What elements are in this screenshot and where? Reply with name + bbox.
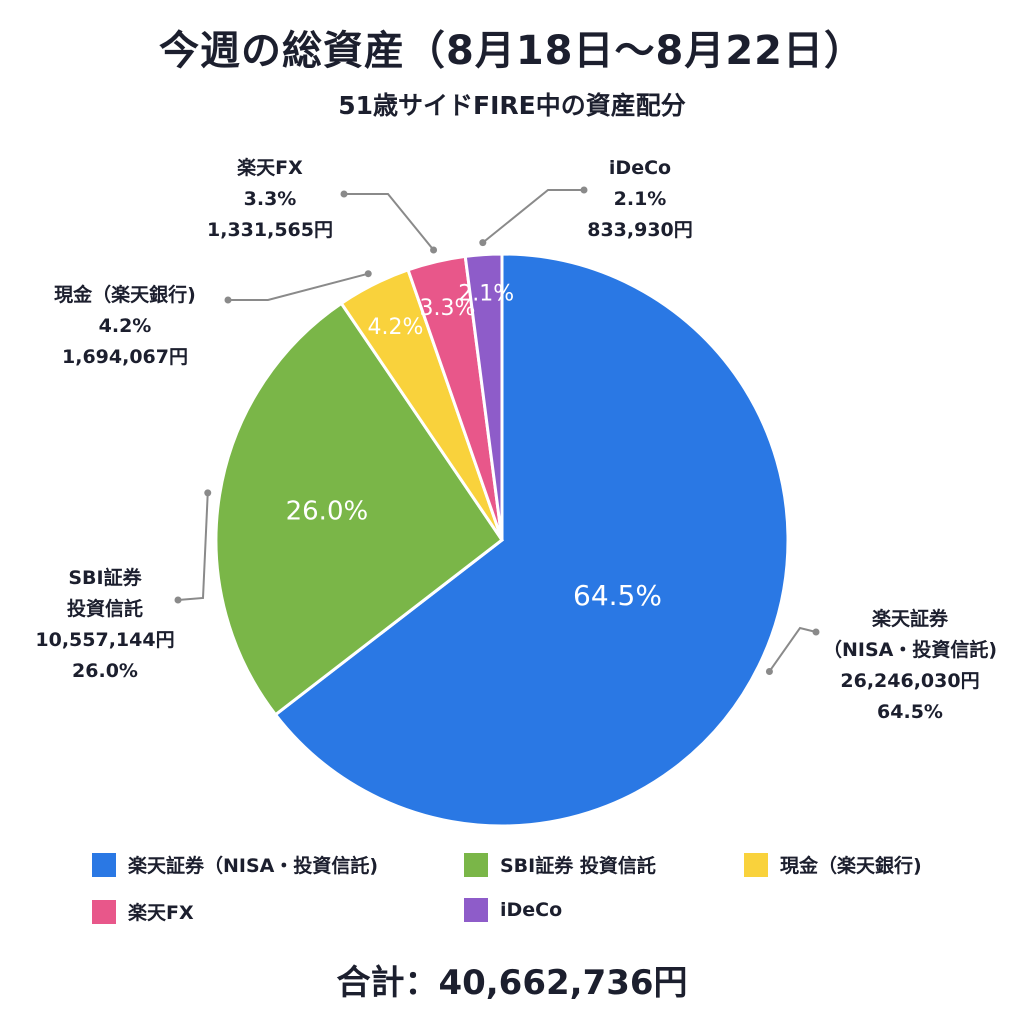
slice-label-rakuten-fx: 3.3% [420, 296, 476, 321]
callout-line: 楽天FX [237, 157, 303, 179]
callout-rakuten-securities: 楽天証券 （NISA・投資信託) 26,246,030円 64.5% [810, 604, 1010, 728]
slice-label-sbi-securities: 26.0% [286, 496, 369, 526]
callout-ideco: iDeCo 2.1% 833,930円 [570, 153, 710, 246]
callout-line: 現金（楽天銀行) [54, 284, 196, 306]
total-amount: 合計：40,662,736円 [336, 963, 688, 1003]
callout-line: 2.1% [613, 188, 667, 210]
chart-title: 今週の総資産（8月18日〜8月22日） [159, 28, 865, 74]
callout-rakuten-fx: 楽天FX 3.3% 1,331,565円 [190, 153, 350, 246]
slice-label-rakuten-securities: 64.5% [573, 579, 662, 612]
callout-line: SBI証券 [68, 567, 142, 589]
callout-line: iDeCo [608, 157, 672, 179]
leader-line-cash [228, 272, 369, 301]
leader-dot [224, 296, 232, 304]
callout-line: 26,246,030円 [840, 670, 980, 692]
slice-label-cash: 4.2% [367, 315, 423, 340]
leader-line-rakuten-securities [768, 626, 817, 673]
chart-subtitle: 51歳サイドFIRE中の資産配分 [338, 91, 686, 120]
callout-line: 1,331,565円 [207, 219, 333, 241]
callout-line: 4.2% [98, 315, 152, 337]
leader-dot [765, 667, 773, 675]
leader-line-sbi-securities [177, 492, 209, 601]
slice-ideco [463, 252, 504, 541]
callout-line: 10,557,144円 [35, 629, 175, 651]
leader-dot [204, 489, 212, 497]
slice-label-ideco: 2.1% [458, 282, 514, 307]
leader-dot [174, 596, 182, 604]
leader-dot [812, 628, 820, 636]
leader-dot [364, 270, 372, 278]
leader-dot [580, 186, 588, 194]
callout-sbi-securities: SBI証券 投資信託 10,557,144円 26.0% [20, 563, 190, 687]
slice-rakuten-securities [273, 252, 790, 828]
callout-line: 64.5% [877, 701, 943, 723]
leader-line-rakuten-fx [344, 193, 435, 251]
callout-line: 楽天証券 [871, 608, 948, 630]
leader-dot [430, 246, 438, 254]
callout-line: 投資信託 [66, 598, 143, 620]
callout-line: 26.0% [72, 660, 138, 682]
callout-line: （NISA・投資信託) [822, 639, 998, 661]
leader-dot [340, 190, 348, 198]
leader-dot [479, 239, 487, 247]
callout-line: 1,694,067円 [62, 346, 188, 368]
callout-cash: 現金（楽天銀行) 4.2% 1,694,067円 [30, 280, 220, 373]
slice-sbi-securities [214, 301, 505, 717]
leader-line-ideco [482, 189, 584, 244]
callout-line: 833,930円 [587, 219, 693, 241]
callout-line: 3.3% [243, 188, 297, 210]
